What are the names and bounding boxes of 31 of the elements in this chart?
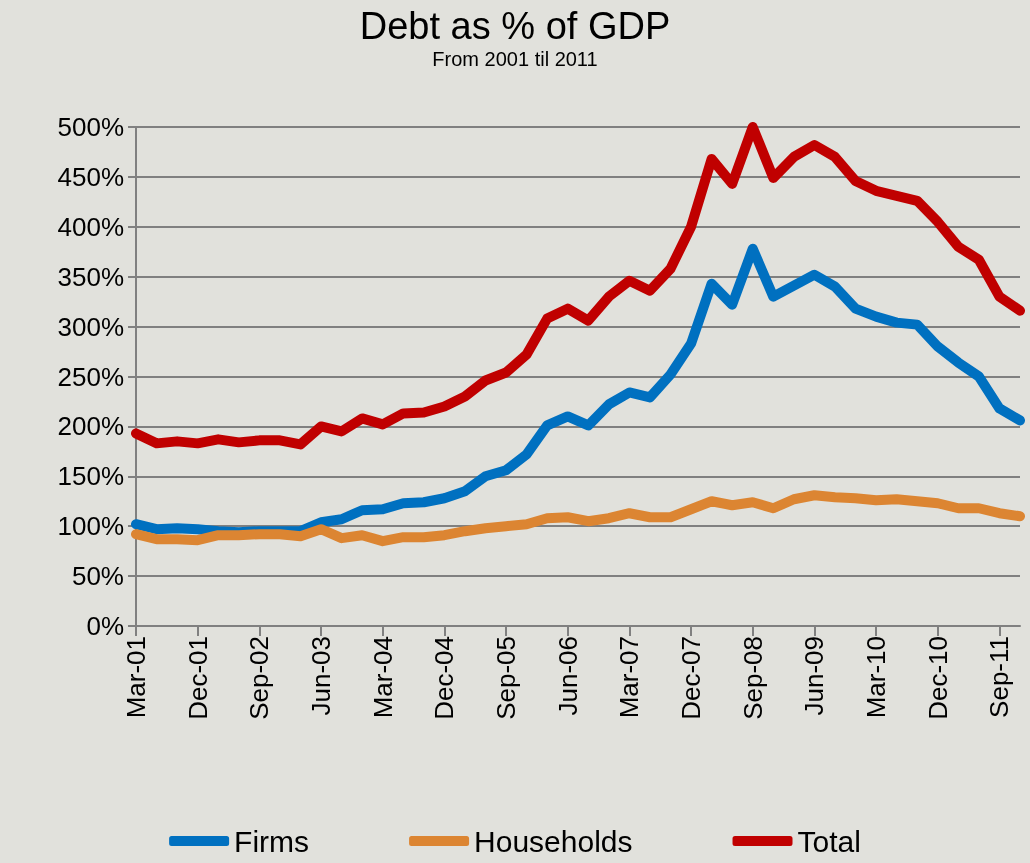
legend-label: Households <box>474 824 633 858</box>
x-tick-label: Dec-04 <box>429 636 460 720</box>
y-tick-label: 150% <box>57 461 124 492</box>
y-tick-label: 400% <box>57 211 124 242</box>
x-tick-label: Jun-03 <box>306 636 337 716</box>
x-tick-label: Sep-05 <box>491 636 522 720</box>
y-tick-label: 250% <box>57 361 124 392</box>
y-tick-label: 450% <box>57 161 124 192</box>
y-tick-label: 300% <box>57 311 124 342</box>
y-tick-label: 350% <box>57 261 124 292</box>
x-tick-label: Sep-11 <box>984 636 1015 718</box>
chart-subtitle: From 2001 til 2011 <box>432 48 598 70</box>
x-tick-label: Sep-08 <box>737 636 768 720</box>
x-tick-label: Dec-01 <box>182 636 213 720</box>
y-tick-label: 50% <box>71 561 124 592</box>
y-tick-label: 0% <box>86 611 124 641</box>
x-tick-label: Mar-01 <box>121 636 151 719</box>
x-tick-label: Jun-06 <box>552 636 583 716</box>
legend-label: Total <box>797 824 861 858</box>
x-tick-label: Mar-07 <box>614 636 645 719</box>
x-tick-label: Dec-07 <box>676 636 707 720</box>
x-tick-label: Mar-04 <box>367 636 398 719</box>
legend-label: Firms <box>234 824 310 858</box>
x-tick-label: Dec-10 <box>922 636 953 720</box>
y-tick-label: 200% <box>57 411 124 442</box>
x-tick-label: Sep-02 <box>244 636 275 720</box>
y-tick-label: 100% <box>57 511 124 542</box>
x-tick-label: Mar-10 <box>861 636 892 719</box>
y-tick-label: 500% <box>57 112 124 142</box>
chart-title: Debt as % of GDP <box>359 5 671 47</box>
x-tick-label: Jun-09 <box>799 636 830 716</box>
